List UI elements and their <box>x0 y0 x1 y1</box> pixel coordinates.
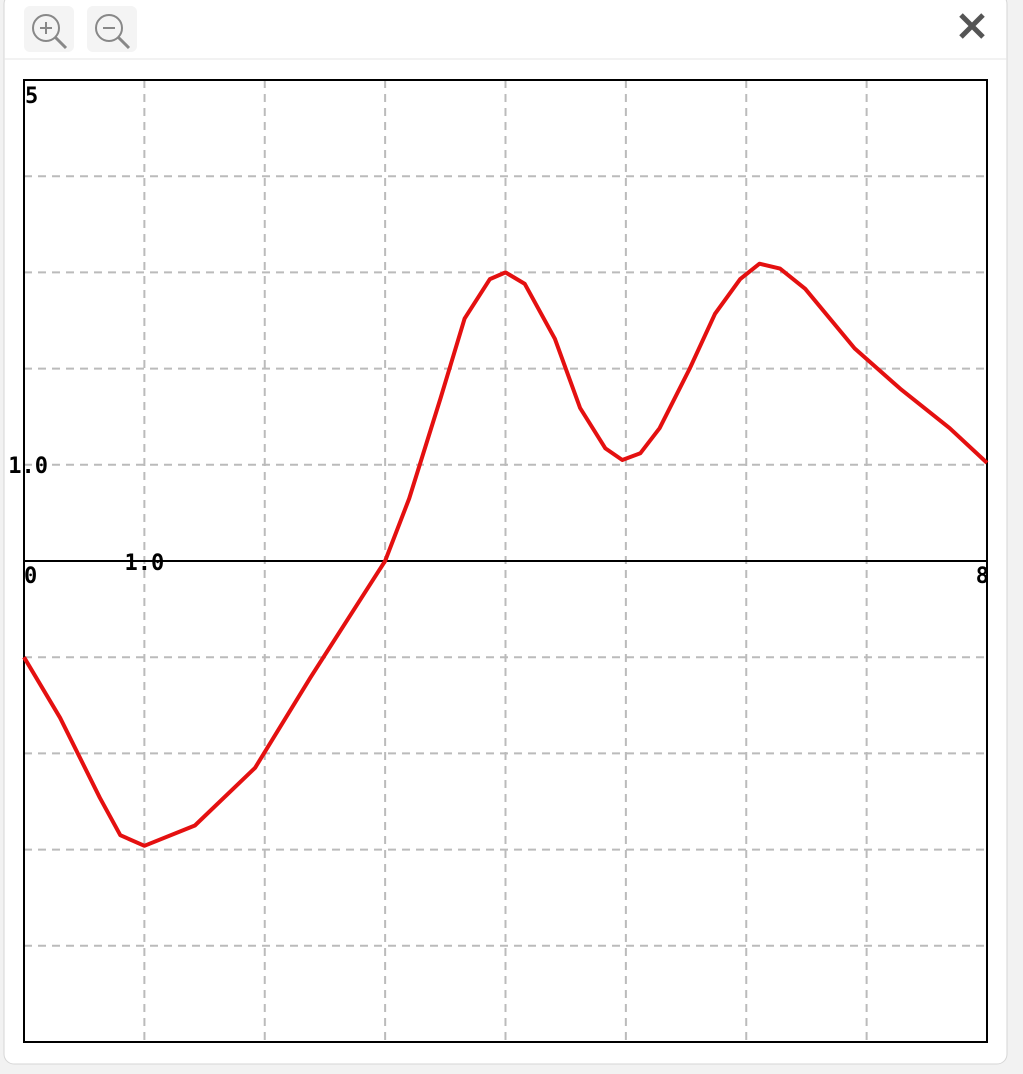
zoom-in-button[interactable] <box>24 6 74 52</box>
close-button[interactable] <box>959 13 985 39</box>
curve <box>22 261 989 848</box>
y-tick-label: 5 <box>25 84 38 109</box>
x-tick-label: 0 <box>24 564 37 589</box>
x-tick-label: 1.0 <box>125 551 165 576</box>
zoom-out-button[interactable] <box>87 6 137 52</box>
plot-border <box>23 79 988 1043</box>
y-tick-label: 1.0 <box>8 454 48 479</box>
x-tick-label: 8 <box>976 564 989 589</box>
plot: 0 1.0 8 1.0 5 <box>8 79 989 1043</box>
